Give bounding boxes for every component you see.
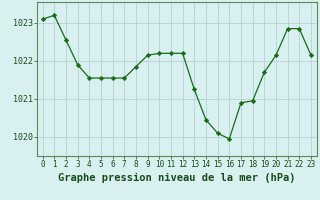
X-axis label: Graphe pression niveau de la mer (hPa): Graphe pression niveau de la mer (hPa) [58,173,296,183]
